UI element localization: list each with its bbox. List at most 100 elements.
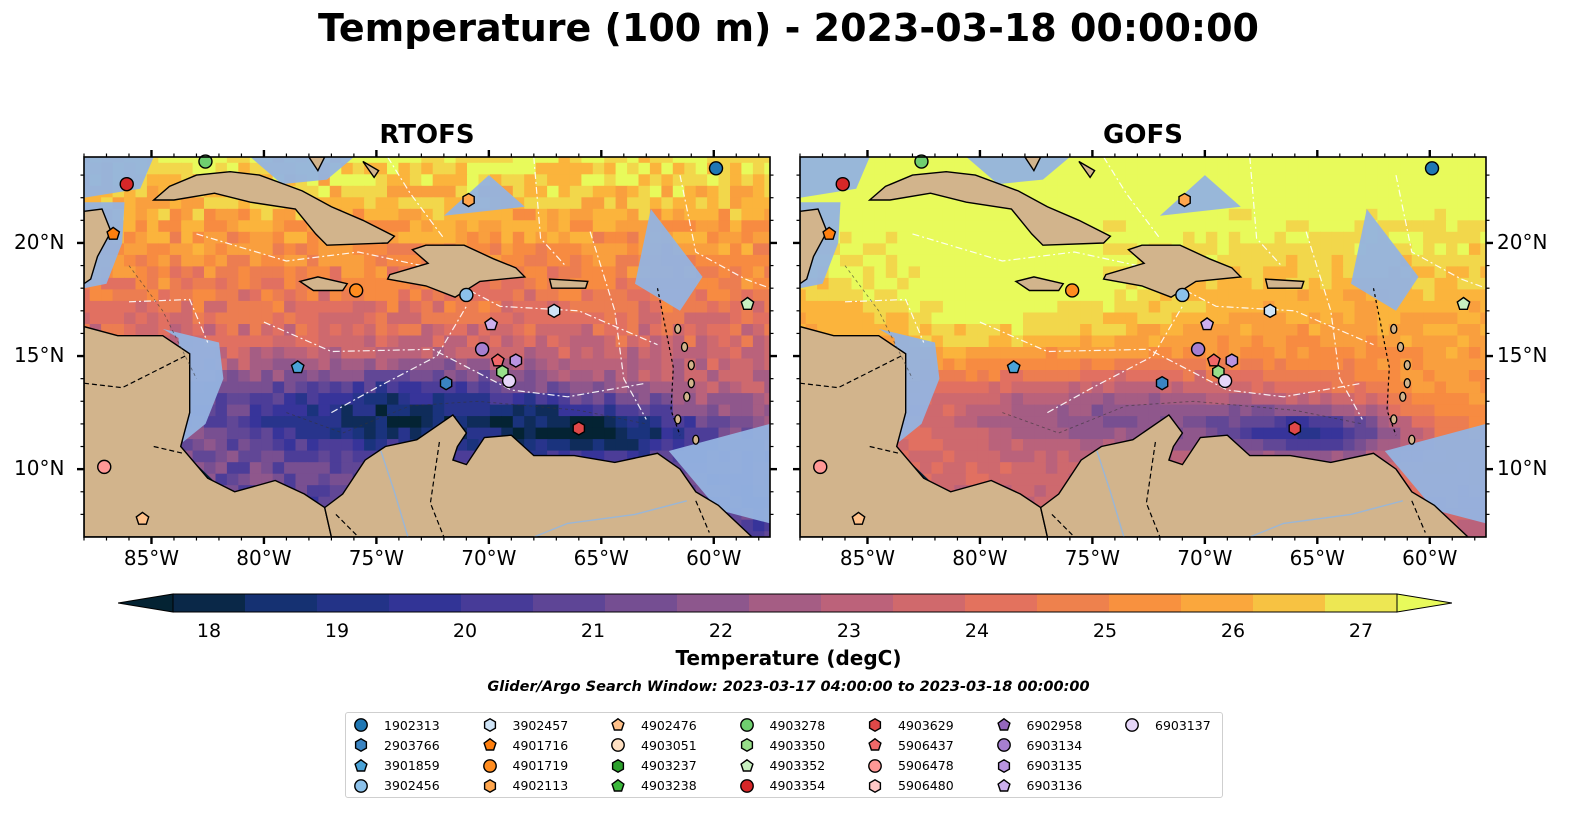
platform-marker-6903136 bbox=[1200, 317, 1215, 331]
legend-marker-icon bbox=[740, 738, 753, 753]
legend-item-label: 4901719 bbox=[512, 758, 569, 774]
legend-item-4903350: 4903350 bbox=[738, 736, 826, 754]
legend-item-2903766: 2903766 bbox=[352, 736, 440, 754]
colorbar-tick-label-2: 20 bbox=[452, 620, 478, 642]
platform-marker-6903136 bbox=[484, 317, 499, 331]
colorbar-tick-label-6: 24 bbox=[964, 620, 990, 642]
legend-marker-icon bbox=[739, 718, 754, 732]
platform-marker-6903135 bbox=[509, 353, 523, 368]
legend-item-4903238: 4903238 bbox=[609, 777, 697, 795]
legend-marker-icon bbox=[1125, 718, 1139, 732]
lon-tick-label-1-0: 85°W bbox=[839, 546, 896, 570]
lon-tick-label-0-0: 85°W bbox=[123, 546, 180, 570]
legend-item-label: 4903350 bbox=[769, 737, 826, 753]
legend-item-4903629: 4903629 bbox=[866, 716, 954, 734]
legend-item-4903051: 4903051 bbox=[609, 736, 697, 754]
legend-item-label: 4903354 bbox=[769, 778, 826, 794]
platform-marker-4902476 bbox=[135, 511, 150, 525]
platform-marker-3902456 bbox=[1175, 287, 1190, 303]
legend-item-label: 5906437 bbox=[898, 737, 954, 753]
lon-tick-label-1-3: 70°W bbox=[1177, 546, 1233, 570]
legend-marker-icon bbox=[611, 778, 625, 792]
lon-tick-label-1-4: 65°W bbox=[1289, 546, 1345, 570]
legend-item-label: 3902457 bbox=[512, 717, 569, 733]
platform-marker-6903137 bbox=[501, 373, 517, 389]
lat-tick-label-left-0: 20°N bbox=[14, 229, 65, 254]
panel-title-rtofs: RTOFS bbox=[379, 120, 475, 150]
legend-marker-icon bbox=[996, 717, 1011, 731]
legend-item-label: 4903238 bbox=[641, 778, 697, 794]
legend-marker-icon bbox=[996, 738, 1011, 753]
colorbar bbox=[117, 592, 1453, 618]
platform-legend: 1902313 2903766 3901859 3902456 3902457 49017… bbox=[345, 712, 1223, 798]
platform-marker-3902457 bbox=[1263, 303, 1277, 319]
colorbar-label: Temperature (degC) bbox=[675, 646, 902, 670]
lon-tick-label-1-2: 75°W bbox=[1064, 546, 1121, 570]
legend-item-4901716: 4901716 bbox=[481, 736, 568, 754]
legend-item-label: 4903629 bbox=[898, 717, 954, 733]
lon-tick-label-1-5: 60°W bbox=[1402, 546, 1458, 570]
legend-item-label: 2903766 bbox=[384, 737, 440, 753]
platform-marker-4903278 bbox=[914, 154, 929, 169]
platform-marker-2903766 bbox=[439, 375, 453, 391]
platform-marker-5906478 bbox=[813, 459, 828, 475]
colorbar-tick-label-0: 18 bbox=[196, 620, 222, 642]
legend-marker-icon bbox=[482, 738, 497, 751]
legend-item-label: 1902313 bbox=[384, 717, 440, 733]
lat-tick-label-right-1: 15°N bbox=[1497, 343, 1548, 368]
colorbar-tick-label-9: 27 bbox=[1348, 620, 1374, 642]
lon-tick-label-1-1: 80°W bbox=[952, 546, 1008, 570]
legend-item-label: 4903237 bbox=[641, 758, 697, 774]
lat-tick-label-right-0: 20°N bbox=[1497, 229, 1548, 254]
lon-tick-label-0-2: 75°W bbox=[348, 546, 405, 570]
platform-marker-4903354 bbox=[835, 176, 850, 192]
platform-marker-5906437 bbox=[490, 353, 505, 367]
platform-marker-6903137 bbox=[1217, 373, 1233, 389]
platform-marker-4902113 bbox=[1178, 192, 1191, 208]
legend-item-1902313: 1902313 bbox=[352, 716, 440, 734]
legend-item-5906437: 5906437 bbox=[866, 736, 954, 754]
legend-marker-icon bbox=[996, 778, 1011, 792]
lon-tick-label-0-3: 70°W bbox=[461, 546, 517, 570]
platform-marker-4903352 bbox=[740, 296, 755, 311]
legend-item-4901719: 4901719 bbox=[481, 757, 569, 775]
legend-marker-icon bbox=[354, 738, 368, 753]
legend-marker-icon bbox=[868, 738, 882, 751]
colorbar-tick-label-5: 23 bbox=[836, 620, 862, 642]
lat-tick-label-left-2: 10°N bbox=[14, 456, 65, 481]
platform-marker-6903135 bbox=[1225, 353, 1239, 368]
platform-marker-4903278 bbox=[198, 154, 213, 169]
legend-item-label: 3902456 bbox=[384, 778, 440, 794]
map-panel-rtofs bbox=[77, 150, 777, 544]
legend-item-3902457: 3902457 bbox=[481, 716, 569, 734]
legend-marker-icon bbox=[997, 758, 1010, 773]
legend-item-label: 4903352 bbox=[769, 758, 826, 774]
platform-marker-4903352 bbox=[1456, 296, 1471, 311]
lon-tick-label-0-1: 80°W bbox=[236, 546, 292, 570]
platform-marker-4903354 bbox=[119, 176, 134, 192]
legend-item-label: 4902113 bbox=[512, 778, 569, 794]
legend-marker-icon bbox=[354, 758, 368, 772]
platform-marker-4902113 bbox=[462, 192, 475, 208]
lat-tick-label-right-2: 10°N bbox=[1497, 456, 1548, 481]
legend-item-4903278: 4903278 bbox=[738, 716, 826, 734]
legend-marker-icon bbox=[611, 758, 625, 773]
legend-item-5906478: 5906478 bbox=[866, 757, 954, 775]
legend-item-label: 6903135 bbox=[1026, 758, 1083, 774]
platform-marker-4902476 bbox=[851, 511, 866, 525]
legend-item-6903137: 6903137 bbox=[1123, 716, 1211, 734]
platform-marker-3901859 bbox=[1006, 360, 1021, 374]
legend-item-label: 6903136 bbox=[1026, 778, 1083, 794]
platform-marker-5906478 bbox=[97, 459, 112, 475]
legend-item-4902113: 4902113 bbox=[481, 777, 569, 795]
platform-marker-4903629 bbox=[1288, 421, 1302, 436]
legend-item-label: 4902476 bbox=[641, 717, 697, 733]
platform-marker-6903134 bbox=[1190, 342, 1206, 357]
legend-item-label: 4903278 bbox=[769, 717, 826, 733]
legend-item-5906480: 5906480 bbox=[866, 777, 954, 795]
legend-marker-icon bbox=[354, 718, 368, 732]
map-panel-gofs bbox=[793, 150, 1493, 544]
colorbar-tick-label-7: 25 bbox=[1092, 620, 1118, 642]
lat-tick-label-left-1: 15°N bbox=[14, 343, 65, 368]
legend-item-label: 3901859 bbox=[384, 758, 440, 774]
